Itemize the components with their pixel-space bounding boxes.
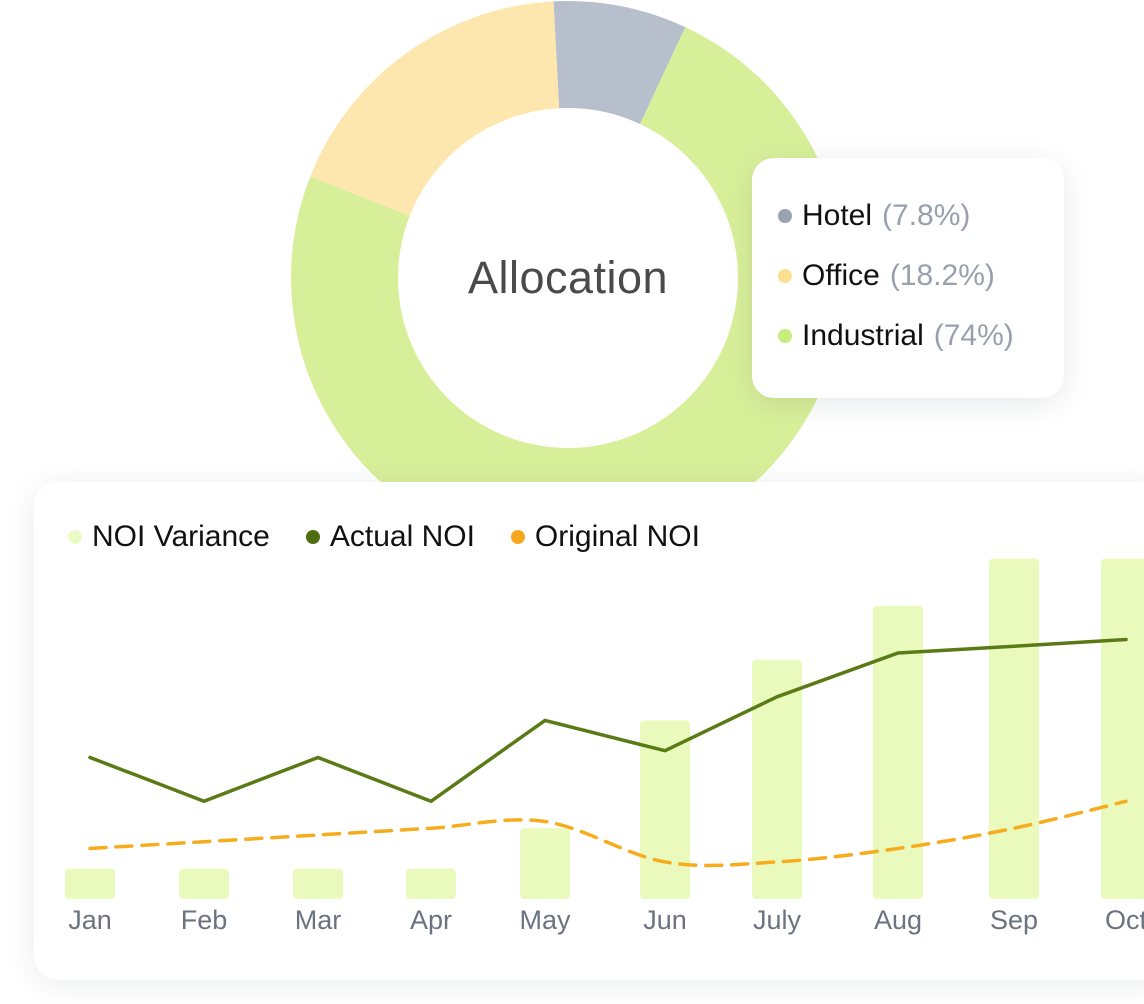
x-tick-oct: Oct <box>1105 905 1144 935</box>
x-tick-sep: Sep <box>990 905 1038 935</box>
series-name-actual-noi: Actual NOI <box>329 520 475 553</box>
line-actual-noi <box>88 637 1128 804</box>
series-legend-actual-noi: Actual NOI <box>305 520 475 554</box>
bar-noi-variance-sep <box>989 558 1039 899</box>
noi-series-legend: NOI Variance Actual NOI Original NOI <box>68 520 736 554</box>
series-name-original-noi: Original NOI <box>534 520 700 553</box>
bar-noi-variance-oct <box>1101 558 1144 899</box>
donut-slice-hotel <box>553 0 686 125</box>
noi-combo-chart: Jan Feb Mar Apr May Jun July Aug Sep Oct <box>65 558 1144 935</box>
bar-noi-variance-apr <box>406 868 456 899</box>
bar-noi-variance-aug <box>873 605 923 899</box>
legend-pct-industrial: (74%) <box>933 319 1014 352</box>
legend-pct-office: (18.2%) <box>889 259 995 292</box>
legend-item-hotel: Hotel (7.8%) <box>778 178 1064 254</box>
series-dot-original-noi <box>510 530 525 544</box>
x-tick-jan: Jan <box>68 905 112 935</box>
legend-pct-hotel: (7.8%) <box>882 199 971 232</box>
x-tick-aug: Aug <box>874 905 922 935</box>
noi-chart-card: Jan Feb Mar Apr May Jun July Aug Sep Oct NOI Vari… <box>34 482 1144 980</box>
donut-slice-industrial <box>291 27 845 555</box>
bar-noi-variance-jan <box>65 868 115 899</box>
legend-name-industrial: Industrial <box>802 319 924 352</box>
series-legend-original-noi: Original NOI <box>510 520 700 554</box>
series-name-noi-variance: NOI Variance <box>92 520 270 553</box>
x-tick-apr: Apr <box>410 905 452 935</box>
legend-dot-industrial <box>778 329 792 343</box>
x-tick-july: July <box>753 905 802 935</box>
bar-noi-variance-mar <box>293 868 343 899</box>
donut-center-title: Allocation <box>467 252 669 303</box>
x-tick-jun: Jun <box>643 905 687 935</box>
legend-name-hotel: Hotel <box>802 199 873 232</box>
legend-item-industrial: Industrial (74%) <box>778 298 1064 374</box>
x-tick-mar: Mar <box>295 905 342 935</box>
bar-noi-variance-feb <box>179 868 229 899</box>
x-tick-feb: Feb <box>181 905 228 935</box>
legend-name-office: Office <box>802 259 880 292</box>
series-dot-noi-variance <box>68 530 82 544</box>
legend-item-office: Office (18.2%) <box>778 238 1064 314</box>
allocation-donut-chart: Allocation <box>290 0 846 556</box>
bar-noi-variance-may <box>520 828 570 899</box>
bar-noi-variance-july <box>752 659 802 899</box>
donut-svg <box>291 0 845 555</box>
legend-dot-hotel <box>778 209 792 223</box>
series-dot-actual-noi <box>305 530 320 544</box>
line-original-noi <box>88 799 1128 868</box>
series-legend-noi-variance: NOI Variance <box>68 520 270 554</box>
donut-slice-office <box>310 1 560 216</box>
x-tick-may: May <box>519 905 571 935</box>
bar-noi-variance-jun <box>640 720 690 899</box>
allocation-legend: Hotel (7.8%) Office (18.2%) Industrial (… <box>752 158 1064 398</box>
legend-dot-office <box>778 269 792 283</box>
